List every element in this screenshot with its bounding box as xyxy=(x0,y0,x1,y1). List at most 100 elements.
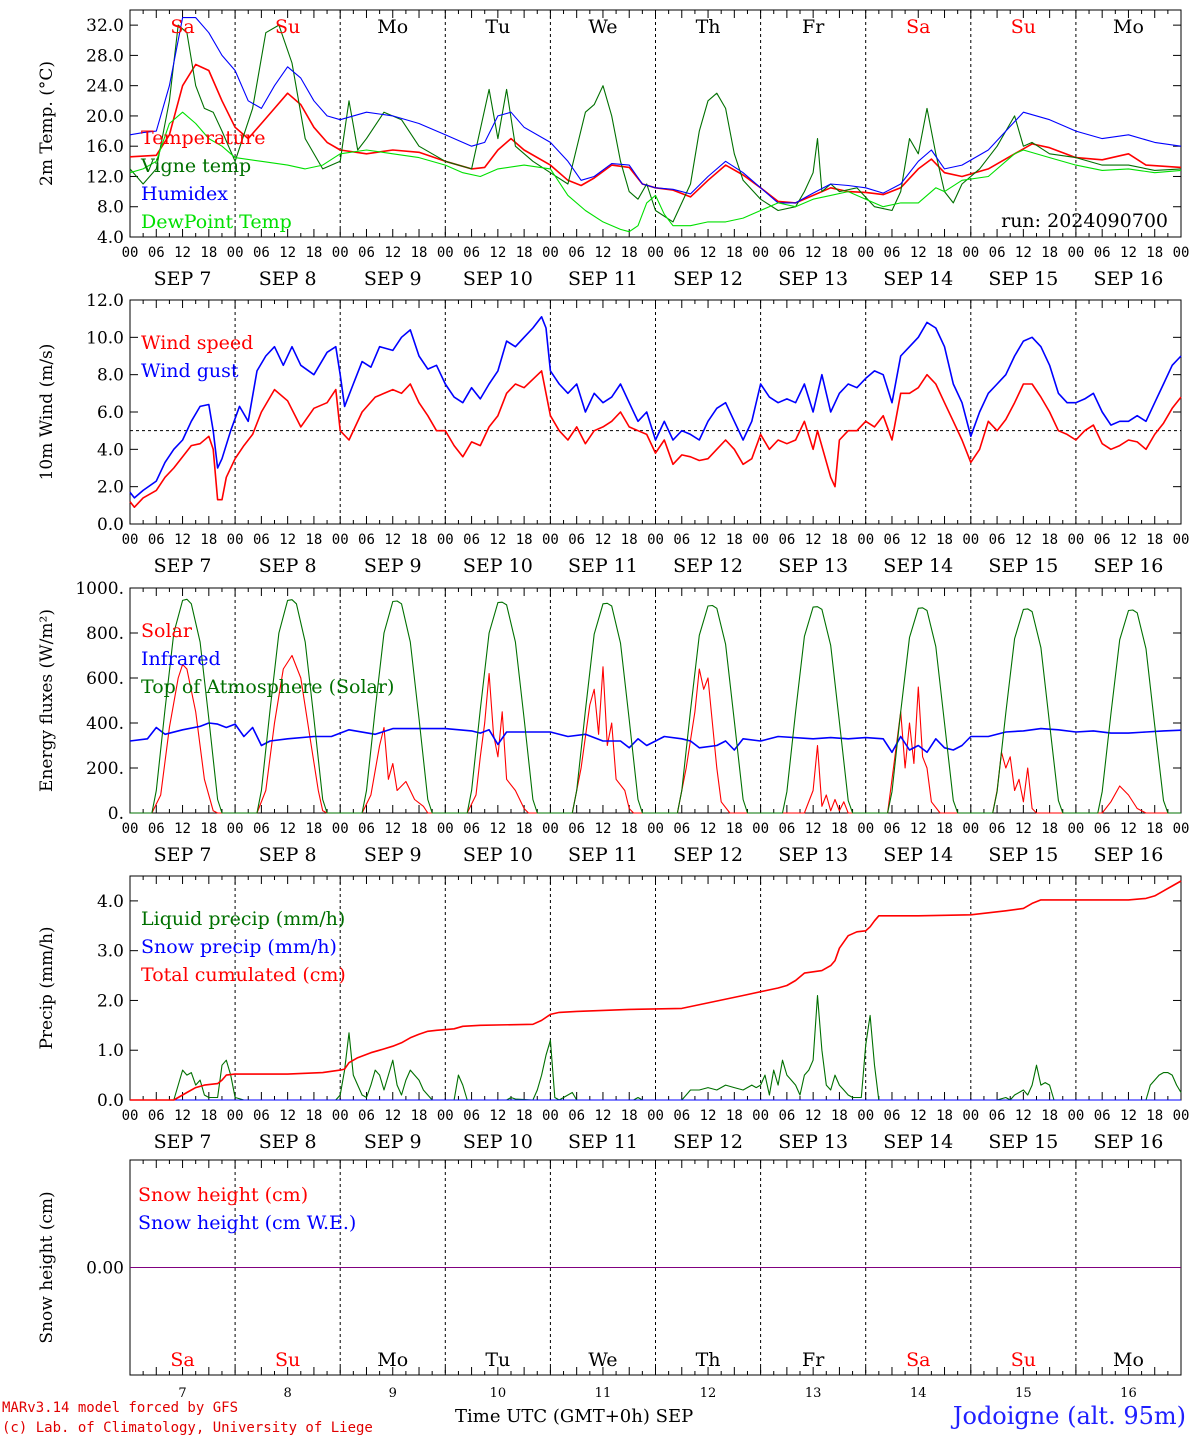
hour-label: 06 xyxy=(989,1108,1006,1124)
date-label: SEP 8 xyxy=(259,844,317,866)
hour-label: 12 xyxy=(805,245,822,261)
hour-label: 12 xyxy=(595,821,612,837)
date-label: SEP 13 xyxy=(778,555,848,577)
hour-label: 06 xyxy=(989,245,1006,261)
hour-label: 18 xyxy=(831,245,848,261)
hour-label: 06 xyxy=(1094,821,1111,837)
legend-entry: Humidex xyxy=(141,183,228,205)
hour-label: 18 xyxy=(305,245,322,261)
legend-entry: Top of Atmosphere (Solar) xyxy=(141,676,394,698)
hour-label: 00 xyxy=(437,245,454,261)
x-axis-month: SEP xyxy=(655,1406,694,1427)
panel-frame xyxy=(129,587,1182,814)
hour-label: 12 xyxy=(1120,245,1137,261)
hour-label: 12 xyxy=(174,821,191,837)
legend-entry: Total cumulated (cm) xyxy=(141,964,346,986)
hour-label: 12 xyxy=(1120,1108,1137,1124)
y-tick-label: 400. xyxy=(86,714,124,734)
hour-label: 18 xyxy=(411,532,428,548)
hour-label: 00 xyxy=(542,1108,559,1124)
date-label: SEP 12 xyxy=(673,555,743,577)
date-label: SEP 9 xyxy=(364,844,422,866)
hour-label: 00 xyxy=(122,245,139,261)
y-tick-label: 0.0 xyxy=(97,515,124,535)
hour-label: 00 xyxy=(542,821,559,837)
date-label: SEP 8 xyxy=(259,555,317,577)
hour-label: 18 xyxy=(200,245,217,261)
date-label: SEP 9 xyxy=(364,268,422,290)
series-line xyxy=(129,111,1182,233)
date-label: SEP 14 xyxy=(883,844,953,866)
hour-label: 06 xyxy=(358,821,375,837)
hour-label: 18 xyxy=(1041,532,1058,548)
hour-label: 12 xyxy=(910,532,927,548)
y-tick-label: 200. xyxy=(86,759,124,779)
y-tick-label: 12.0 xyxy=(86,167,124,187)
x-axis-title-text: Time UTC (GMT+0h) xyxy=(455,1406,650,1427)
series-line xyxy=(130,598,1181,814)
date-label: SEP 16 xyxy=(1094,844,1164,866)
weekday-label: Mo xyxy=(1113,1349,1144,1371)
hour-label: 18 xyxy=(200,821,217,837)
y-tick-label: 0.0 xyxy=(97,1091,124,1111)
weekday-label: We xyxy=(588,1349,617,1371)
hour-label: 18 xyxy=(936,1108,953,1124)
hour-label: 00 xyxy=(752,532,769,548)
hour-label: 12 xyxy=(595,1108,612,1124)
date-label: SEP 13 xyxy=(778,268,848,290)
hour-label: 12 xyxy=(805,1108,822,1124)
hour-label: 18 xyxy=(516,1108,533,1124)
series-line xyxy=(129,722,1182,754)
hour-label: 00 xyxy=(437,1108,454,1124)
date-label: SEP 8 xyxy=(259,1131,317,1153)
hour-label: 12 xyxy=(384,821,401,837)
hour-label: 12 xyxy=(279,245,296,261)
y-tick-label: 3.0 xyxy=(97,942,124,962)
date-label: SEP 15 xyxy=(988,268,1058,290)
weekday-label: Fr xyxy=(802,16,825,38)
hour-label: 18 xyxy=(516,821,533,837)
series-line xyxy=(129,17,1182,204)
date-label: SEP 11 xyxy=(568,555,638,577)
hour-label: 06 xyxy=(884,821,901,837)
date-label: SEP 12 xyxy=(673,844,743,866)
hour-label: 06 xyxy=(673,245,690,261)
hour-label: 18 xyxy=(411,1108,428,1124)
y-tick-label: 8.0 xyxy=(97,198,124,218)
hour-label: 18 xyxy=(200,532,217,548)
series-line xyxy=(129,315,1182,499)
series-line xyxy=(130,994,1182,1101)
hour-label: 06 xyxy=(463,532,480,548)
hour-label: 12 xyxy=(1015,532,1032,548)
date-label: SEP 12 xyxy=(673,268,743,290)
hour-label: 00 xyxy=(332,532,349,548)
hour-label: 18 xyxy=(516,245,533,261)
hour-label: 00 xyxy=(647,1108,664,1124)
hour-label: 06 xyxy=(778,532,795,548)
hour-label: 06 xyxy=(568,245,585,261)
hour-label: 12 xyxy=(1120,821,1137,837)
hour-label: 06 xyxy=(778,1108,795,1124)
hour-label: 12 xyxy=(489,1108,506,1124)
hour-label: 18 xyxy=(621,821,638,837)
hour-label: 06 xyxy=(253,245,270,261)
y-axis-label: 2m Temp. (°C) xyxy=(37,61,57,186)
hour-label: 18 xyxy=(726,821,743,837)
hour-label: 18 xyxy=(411,245,428,261)
hour-label: 12 xyxy=(1015,245,1032,261)
date-label: SEP 11 xyxy=(568,268,638,290)
hour-label: 12 xyxy=(910,1108,927,1124)
y-tick-label: 0. xyxy=(108,804,124,824)
hour-label: 00 xyxy=(332,245,349,261)
hour-label: 00 xyxy=(122,532,139,548)
y-tick-label: 800. xyxy=(86,624,124,644)
date-label: SEP 12 xyxy=(673,1131,743,1153)
y-tick-label: 8.0 xyxy=(97,366,124,386)
hour-label: 00 xyxy=(1067,821,1084,837)
hour-label: 18 xyxy=(936,245,953,261)
y-tick-label: 4.0 xyxy=(97,440,124,460)
hour-label: 00 xyxy=(962,1108,979,1124)
y-tick-label: 28.0 xyxy=(86,46,124,66)
y-tick-label: 2.0 xyxy=(97,478,124,498)
hour-label: 00 xyxy=(1173,532,1190,548)
